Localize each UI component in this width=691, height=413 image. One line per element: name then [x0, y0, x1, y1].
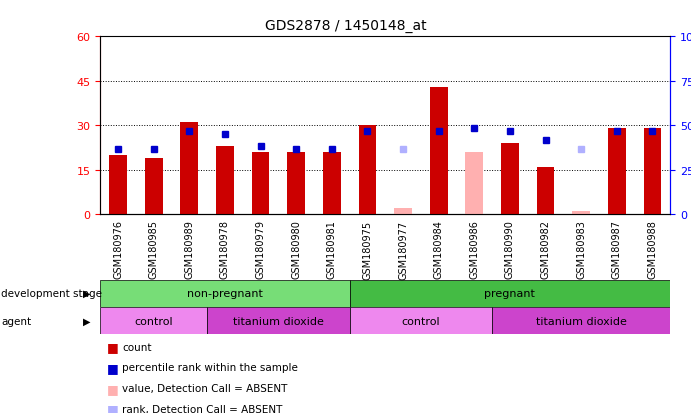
- Bar: [144, 159, 162, 215]
- Text: non-pregnant: non-pregnant: [187, 288, 263, 299]
- Text: GSM180980: GSM180980: [291, 220, 301, 279]
- Text: control: control: [401, 316, 440, 326]
- Bar: [501, 144, 519, 215]
- Bar: [643, 129, 661, 215]
- Text: GSM180990: GSM180990: [505, 220, 515, 279]
- Text: GSM180983: GSM180983: [576, 220, 586, 279]
- Text: development stage: development stage: [1, 288, 102, 299]
- Text: GSM180978: GSM180978: [220, 220, 230, 279]
- Bar: [207, 308, 350, 335]
- Text: GSM180984: GSM180984: [434, 220, 444, 279]
- Bar: [394, 209, 412, 215]
- Text: GSM180982: GSM180982: [540, 220, 551, 279]
- Bar: [359, 126, 377, 215]
- Text: ■: ■: [107, 402, 119, 413]
- Text: ■: ■: [107, 340, 119, 354]
- Text: percentile rank within the sample: percentile rank within the sample: [122, 363, 299, 373]
- Text: GSM180989: GSM180989: [184, 220, 194, 279]
- Text: value, Detection Call = ABSENT: value, Detection Call = ABSENT: [122, 383, 287, 393]
- Bar: [608, 129, 626, 215]
- Bar: [466, 153, 483, 215]
- Bar: [572, 212, 590, 215]
- Text: GSM180988: GSM180988: [647, 220, 657, 279]
- Text: GSM180986: GSM180986: [469, 220, 480, 279]
- Text: rank, Detection Call = ABSENT: rank, Detection Call = ABSENT: [122, 404, 283, 413]
- Bar: [537, 167, 554, 215]
- Text: count: count: [122, 342, 152, 352]
- Bar: [430, 88, 448, 215]
- Bar: [492, 308, 670, 335]
- Text: pregnant: pregnant: [484, 288, 536, 299]
- Bar: [252, 153, 269, 215]
- Text: titanium dioxide: titanium dioxide: [233, 316, 324, 326]
- Text: ▶: ▶: [83, 316, 90, 326]
- Bar: [350, 308, 492, 335]
- Text: GSM180981: GSM180981: [327, 220, 337, 279]
- Text: agent: agent: [1, 316, 32, 326]
- Text: control: control: [134, 316, 173, 326]
- Bar: [287, 153, 305, 215]
- Text: GSM180976: GSM180976: [113, 220, 123, 279]
- Bar: [350, 280, 670, 307]
- Bar: [100, 280, 350, 307]
- Text: ■: ■: [107, 361, 119, 374]
- Text: ■: ■: [107, 382, 119, 395]
- Text: GSM180975: GSM180975: [362, 220, 372, 279]
- Bar: [216, 147, 234, 215]
- Text: GDS2878 / 1450148_at: GDS2878 / 1450148_at: [265, 19, 426, 33]
- Text: GSM180977: GSM180977: [398, 220, 408, 279]
- Bar: [323, 153, 341, 215]
- Text: GSM180979: GSM180979: [256, 220, 265, 279]
- Bar: [180, 123, 198, 215]
- Bar: [109, 156, 127, 215]
- Bar: [100, 308, 207, 335]
- Text: titanium dioxide: titanium dioxide: [536, 316, 627, 326]
- Text: GSM180987: GSM180987: [612, 220, 622, 279]
- Text: ▶: ▶: [83, 288, 90, 299]
- Text: GSM180985: GSM180985: [149, 220, 159, 279]
